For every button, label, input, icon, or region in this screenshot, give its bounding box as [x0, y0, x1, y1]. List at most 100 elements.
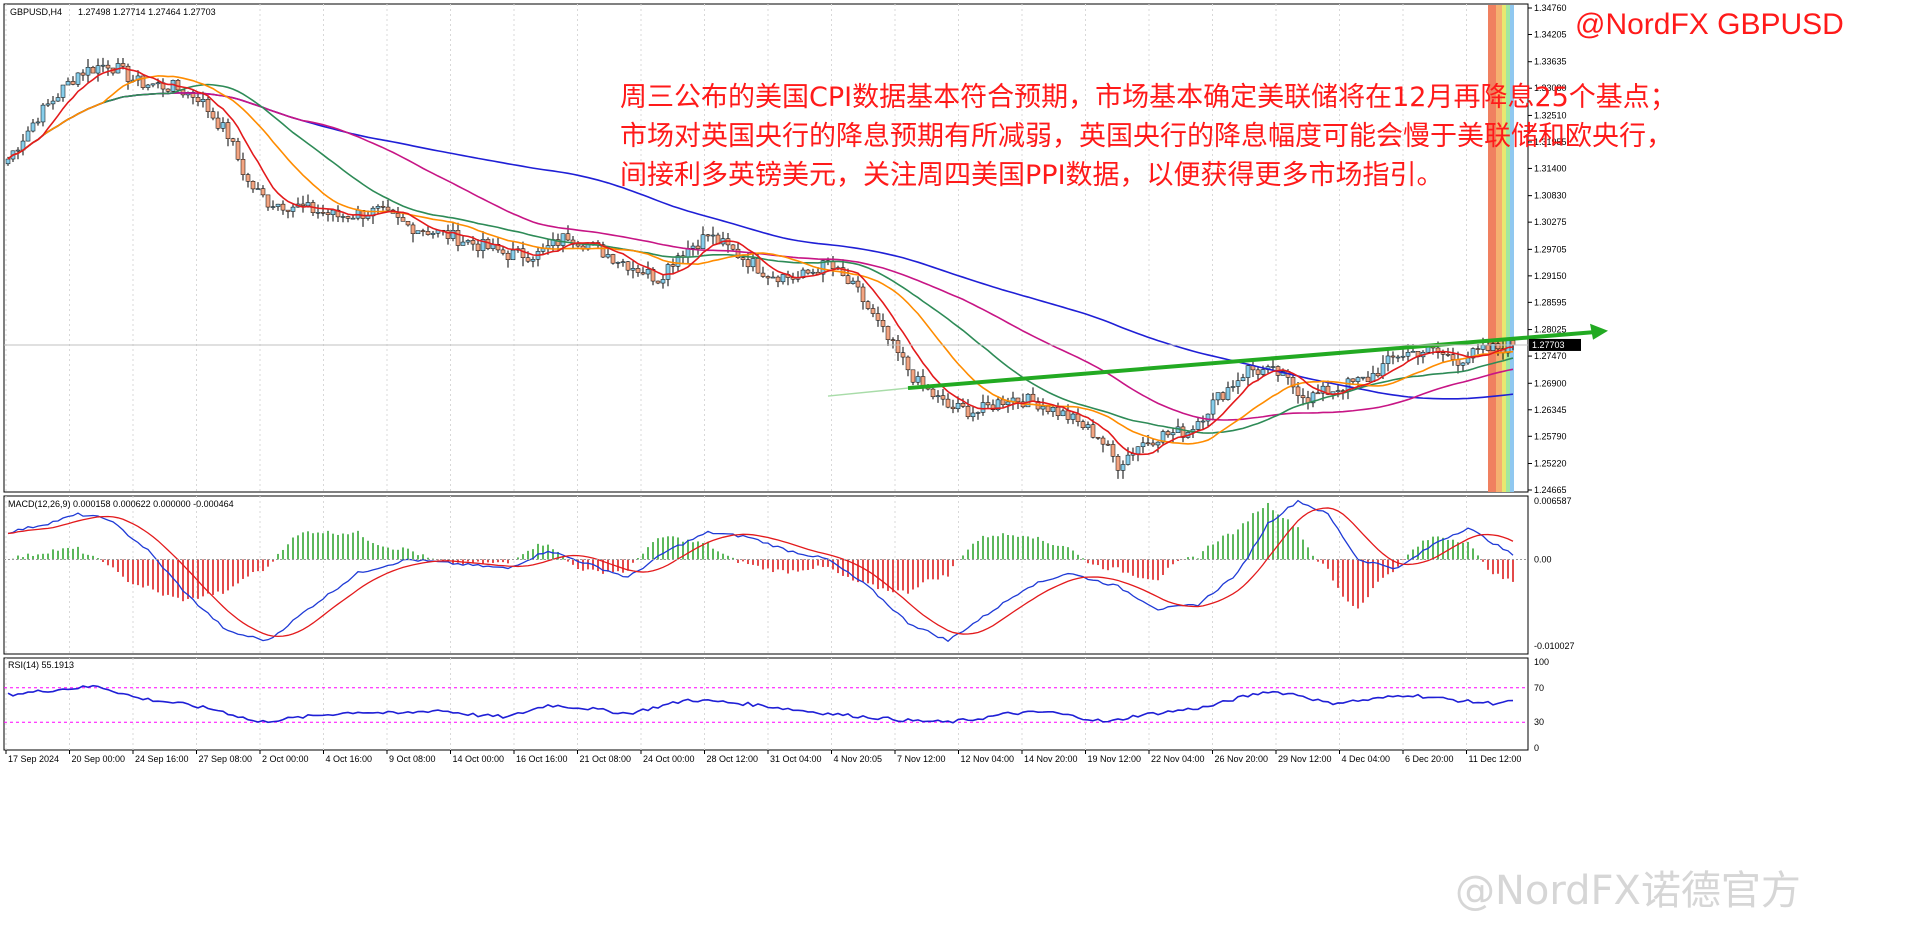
candle-body: [75, 72, 81, 85]
time-tick-label: 22 Nov 04:00: [1151, 754, 1205, 764]
candle-body: [985, 402, 991, 406]
candle-body: [1015, 397, 1021, 403]
candle-body: [670, 264, 676, 267]
candle-body: [400, 217, 406, 222]
candle-body: [1040, 406, 1046, 410]
candle-body: [760, 272, 766, 277]
candle-body: [885, 326, 891, 340]
candle-body: [1300, 395, 1306, 399]
time-tick-label: 19 Nov 12:00: [1088, 754, 1142, 764]
rsi-line: [7, 684, 1514, 724]
candle-body: [280, 203, 286, 211]
candle-body: [1445, 353, 1451, 356]
candle-body: [1210, 399, 1216, 415]
rsi-tick-label: 70: [1534, 683, 1544, 693]
price-tick-label: 1.28595: [1534, 297, 1567, 307]
candle-body: [1475, 348, 1481, 350]
price-tick-label: 1.33080: [1534, 83, 1567, 93]
candle-body: [1225, 387, 1231, 400]
candle-body: [60, 84, 66, 98]
rsi-axis: 100 70 30 0: [1534, 657, 1549, 753]
ma-red-line: [7, 66, 1514, 456]
candle-body: [915, 376, 921, 383]
candle-body: [625, 261, 631, 271]
candle-body: [385, 206, 391, 211]
price-tick-label: 1.25790: [1534, 431, 1567, 441]
candle-body: [50, 100, 56, 105]
candle-body: [730, 244, 736, 250]
candle-body: [755, 258, 761, 274]
candle-body: [45, 103, 51, 106]
price-panel-frame: [3, 3, 1529, 493]
candle-body: [1150, 442, 1156, 446]
candle-body: [1205, 413, 1211, 422]
candle-body: [225, 122, 231, 139]
candle-body: [860, 286, 866, 302]
time-tick-label: 29 Nov 12:00: [1278, 754, 1332, 764]
candle-body: [145, 84, 151, 88]
candle-body: [520, 248, 526, 258]
candle-body: [780, 274, 786, 283]
candle-body: [1005, 401, 1011, 405]
price-tick-label: 1.31400: [1534, 163, 1567, 173]
candle-body: [1055, 407, 1061, 417]
candle-body: [1050, 407, 1056, 412]
candle-body: [975, 412, 981, 414]
candle-body: [1510, 340, 1516, 346]
candle-body: [80, 72, 86, 76]
candle-body: [315, 212, 321, 214]
candle-body: [375, 206, 381, 209]
ma-orange-line: [7, 75, 1514, 445]
candle-body: [700, 234, 706, 249]
time-tick-label: 4 Nov 20:05: [834, 754, 883, 764]
candle-body: [40, 104, 46, 123]
time-tick-label: 26 Nov 20:00: [1215, 754, 1269, 764]
candle-body: [235, 141, 241, 160]
candle-body: [460, 241, 466, 246]
candle-body: [500, 249, 506, 254]
price-tick-label: 1.24665: [1534, 485, 1567, 495]
candle-body: [300, 203, 306, 206]
trend-arrow-head: [1590, 323, 1608, 340]
candle-body: [960, 403, 966, 407]
candle-body: [750, 258, 756, 268]
candle-body: [1220, 392, 1226, 400]
candle-body: [285, 209, 291, 212]
candle-body: [1000, 399, 1006, 405]
candle-body: [230, 138, 236, 142]
candle-body: [805, 269, 811, 274]
time-tick-label: 11 Dec 12:00: [1469, 754, 1522, 764]
candle-body: [745, 259, 751, 268]
candle-body: [660, 279, 666, 284]
price-tick-label: 1.27470: [1534, 351, 1567, 361]
candle-body: [1075, 413, 1081, 422]
candle-body: [655, 280, 661, 284]
candle-body: [150, 83, 156, 86]
macd-histogram: [12, 502, 1514, 609]
candle-body: [765, 276, 771, 279]
candle-body: [35, 121, 41, 124]
macd-line: [7, 499, 1514, 643]
candle-body: [1155, 441, 1161, 446]
candle-body: [200, 99, 206, 103]
time-tick-label: 24 Sep 16:00: [135, 754, 189, 764]
candle-body: [410, 224, 416, 234]
candle-body: [55, 97, 61, 102]
macd-tick-label: 0.00: [1534, 554, 1552, 564]
time-tick-label: 4 Dec 04:00: [1342, 754, 1391, 764]
candle-body: [260, 188, 266, 196]
moving-averages: [7, 66, 1514, 456]
candle-body: [25, 130, 31, 142]
candle-body: [980, 402, 986, 413]
candle-body: [345, 216, 351, 219]
candle-body: [70, 81, 76, 85]
candle-body: [1080, 421, 1086, 429]
candle-body: [210, 111, 216, 119]
candle-body: [1120, 464, 1126, 471]
time-tick-label: 31 Oct 04:00: [770, 754, 822, 764]
candle-body: [1405, 351, 1411, 357]
price-axis: 1.34760 1.34205 1.33635 1.33080 1.32510 1.319…: [1528, 3, 1567, 495]
candle-body: [1160, 431, 1166, 443]
candle-body: [1195, 421, 1201, 430]
